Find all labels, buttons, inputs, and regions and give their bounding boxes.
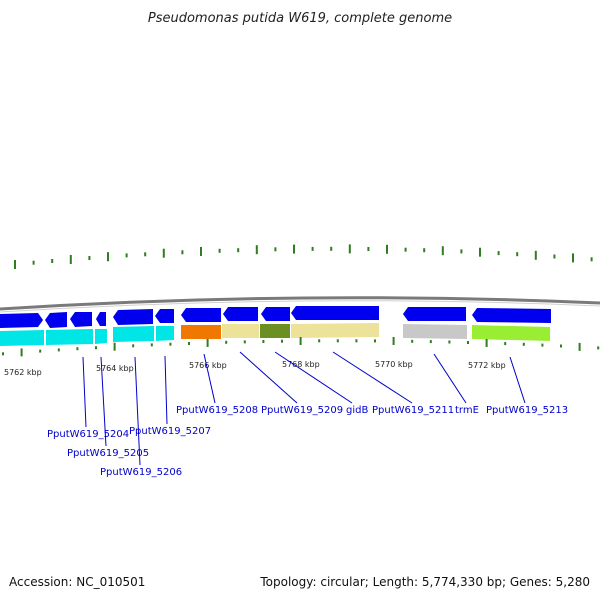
leader-line <box>509 356 526 404</box>
feature-block-cyan[interactable] <box>95 329 107 344</box>
gene-arrow[interactable] <box>403 307 466 321</box>
leader-line <box>332 351 413 404</box>
backbone-arc <box>0 296 600 311</box>
feature-block-orange[interactable] <box>181 325 221 339</box>
outer-tick-ring <box>14 244 593 269</box>
gene-label-PputW619-5204[interactable]: PputW619_5204 <box>47 429 129 440</box>
gene-arrow[interactable] <box>181 308 221 322</box>
feature-block-khaki[interactable] <box>222 324 259 338</box>
gene-arrow[interactable] <box>223 307 258 321</box>
forward-strand-track <box>0 306 551 328</box>
backbone-arc-highlight <box>0 300 600 313</box>
feature-block-cyan[interactable] <box>0 330 44 346</box>
gene-label-PputW619-5206[interactable]: PputW619_5206 <box>100 467 182 478</box>
tick-label: 5770 kbp <box>375 360 413 369</box>
tick-label: 5762 kbp <box>4 368 42 377</box>
feature-track <box>0 323 550 346</box>
gene-arrow[interactable] <box>261 307 290 321</box>
leader-line <box>274 351 353 404</box>
feature-block-cyan[interactable] <box>113 326 154 342</box>
gene-label-PputW619-5207[interactable]: PputW619_5207 <box>129 426 211 437</box>
tick-label: 5764 kbp <box>96 364 134 373</box>
gene-arrow[interactable] <box>96 312 106 326</box>
accession-text: Accession: NC_010501 <box>9 575 145 589</box>
leader-line <box>100 356 107 447</box>
tick-label: 5766 kbp <box>189 361 227 370</box>
gene-arrow[interactable] <box>45 312 67 328</box>
leader-line <box>82 356 87 428</box>
tick-label: 5772 kbp <box>468 361 506 370</box>
gene-arrow[interactable] <box>155 309 174 323</box>
inner-tick-ring <box>2 337 600 357</box>
feature-block-cyan[interactable] <box>46 329 93 345</box>
feature-block-olive[interactable] <box>260 324 290 338</box>
gene-label-gidB[interactable]: gidB <box>346 405 368 416</box>
leader-lines <box>82 351 526 466</box>
feature-block-lime[interactable] <box>472 325 550 341</box>
tick-label: 5768 kbp <box>282 360 320 369</box>
leader-line <box>164 355 168 425</box>
gene-arrow[interactable] <box>0 313 43 328</box>
gene-arrow[interactable] <box>472 308 551 323</box>
gene-label-PputW619-5205[interactable]: PputW619_5205 <box>67 448 149 459</box>
leader-line <box>433 353 467 404</box>
gene-label-PputW619-5209[interactable]: PputW619_5209 <box>261 405 343 416</box>
leader-line <box>203 353 216 404</box>
gene-label-trmE[interactable]: trmE <box>455 405 479 416</box>
leader-line <box>239 351 298 404</box>
gene-arrow[interactable] <box>70 312 92 327</box>
gene-label-PputW619-5213[interactable]: PputW619_5213 <box>486 405 568 416</box>
genome-summary-text: Topology: circular; Length: 5,774,330 bp… <box>259 575 590 589</box>
gene-label-PputW619-5211[interactable]: PputW619_5211 <box>372 405 454 416</box>
gene-arrow[interactable] <box>113 309 153 325</box>
gene-label-PputW619-5208[interactable]: PputW619_5208 <box>176 405 258 416</box>
feature-block-cyan[interactable] <box>156 326 174 341</box>
gene-arrow[interactable] <box>291 306 379 320</box>
genome-title: Pseudomonas putida W619, complete genome <box>148 11 452 26</box>
leader-line <box>134 356 141 466</box>
feature-block-khaki[interactable] <box>291 323 379 338</box>
feature-block-grey[interactable] <box>403 324 467 339</box>
